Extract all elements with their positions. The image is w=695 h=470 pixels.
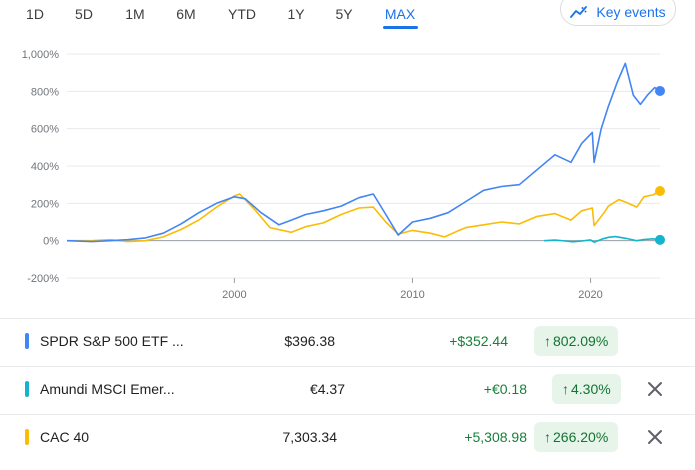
key-events-label: Key events [596,4,666,20]
security-price: $396.38 [284,333,335,349]
y-tick-label: 400% [31,161,59,173]
key-events-button[interactable]: Key events [560,0,676,26]
range-tab-5d[interactable]: 5D [75,6,93,22]
series-line [67,190,661,243]
range-tab-max[interactable]: MAX [384,6,416,22]
remove-comparison-close-icon[interactable] [646,428,664,446]
percent-change-badge: ↑ 4.30% [552,374,621,404]
comparison-row-cac40[interactable]: CAC 40 7,303.34 +5,308.98 ↑ 266.20% [0,414,695,462]
y-tick-label: 0% [43,236,59,248]
y-tick-label: 600% [31,124,59,136]
series-color-swatch [25,333,29,349]
series-color-swatch [25,429,29,445]
series-end-point [655,234,665,245]
arrow-up-icon: ↑ [544,333,551,349]
x-tick-label: 2000 [222,289,246,301]
range-tab-1m[interactable]: 1M [125,6,145,22]
comparison-row-amundi[interactable]: Amundi MSCI Emer... €4.37 +€0.18 ↑ 4.30% [0,366,695,414]
security-change: +$352.44 [449,333,508,349]
y-axis: 1,000% 800% 600% 400% 200% 0% -200% [22,49,60,285]
series-end-point [655,85,665,96]
series-line [544,235,661,243]
y-tick-label: -200% [27,273,59,285]
chart-series [66,62,665,245]
percent-change-value: 266.20% [553,429,609,445]
x-tick-label: 2010 [400,289,424,301]
security-price: €4.37 [309,381,345,397]
chart-grid [67,53,660,279]
arrow-up-icon: ↑ [544,429,551,445]
security-name: CAC 40 [40,429,90,445]
arrow-up-icon: ↑ [562,381,569,397]
x-tick-label: 2020 [578,289,602,301]
range-tab-ytd[interactable]: YTD [228,6,256,22]
security-price: 7,303.34 [282,429,338,445]
key-events-chart-icon [570,6,588,18]
percent-change-badge: ↑ 266.20% [534,422,619,452]
remove-comparison-close-icon[interactable] [646,380,664,398]
percent-change-value: 802.09% [553,333,609,349]
series-color-swatch [25,381,29,397]
range-tab-1d[interactable]: 1D [26,6,44,22]
range-tab-6m[interactable]: 6M [176,6,196,22]
x-axis: 2000 2010 2020 [222,278,603,301]
range-tab-5y[interactable]: 5Y [335,6,353,22]
security-name: SPDR S&P 500 ETF ... [40,333,184,349]
series-line [66,62,661,243]
range-tab-1y[interactable]: 1Y [287,6,305,22]
percent-change-badge: ↑ 802.09% [534,326,619,356]
comparison-row-spy[interactable]: SPDR S&P 500 ETF ... $396.38 +$352.44 ↑ … [0,318,695,366]
security-change: +5,308.98 [464,429,527,445]
y-tick-label: 200% [31,198,59,210]
series-end-point [655,186,665,197]
security-name: Amundi MSCI Emer... [40,381,175,397]
y-tick-label: 1,000% [22,49,60,61]
active-tab-indicator [383,26,418,29]
y-tick-label: 800% [31,86,59,98]
comparison-line-chart: 1,000%800%600%400%200%0%-200% 2000 2010 20… [22,49,665,301]
percent-change-value: 4.30% [571,381,611,397]
security-change: +€0.18 [483,381,527,397]
